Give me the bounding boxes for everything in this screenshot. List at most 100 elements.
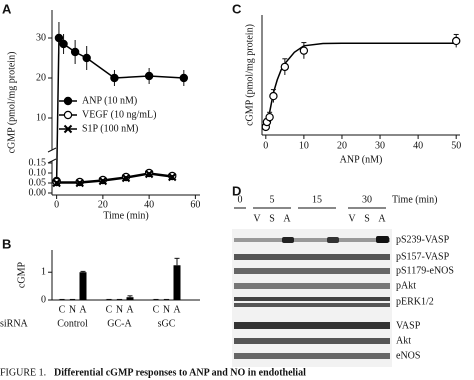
point xyxy=(280,62,290,72)
y-axis-label: cGMP xyxy=(16,262,27,289)
y-tick-label: 30 xyxy=(36,32,46,43)
x-tick-label: 60 xyxy=(190,199,200,210)
point xyxy=(63,110,73,120)
blot-band xyxy=(234,322,390,329)
x-tick-label: 40 xyxy=(413,140,423,151)
panel-letter: C xyxy=(232,1,242,16)
y-tick-label: 20 xyxy=(36,72,46,83)
x-tick-label: 30 xyxy=(375,140,385,151)
x-tick-label: A xyxy=(173,304,181,315)
point xyxy=(144,169,154,179)
caption-title: Differential cGMP responses to ANP and N… xyxy=(54,367,306,378)
point xyxy=(144,71,154,81)
point xyxy=(299,46,309,55)
marker-stroke xyxy=(52,178,61,188)
blot-band xyxy=(234,254,390,260)
point xyxy=(179,73,189,83)
y-tick-label: 0.15 xyxy=(29,157,47,168)
bar xyxy=(126,297,134,300)
blot-band xyxy=(234,303,390,307)
band-label: pS239-VASP xyxy=(396,234,450,245)
point xyxy=(265,112,274,122)
x-axis-label: ANP (nM) xyxy=(340,154,383,165)
legend-label: ANP (10 nM) xyxy=(82,95,137,106)
point xyxy=(168,172,177,182)
blot-band xyxy=(282,237,294,243)
y-tick-label: 1 xyxy=(41,267,46,278)
group-label: GC-A xyxy=(107,318,132,329)
x-tick-label: N xyxy=(163,304,170,315)
blot-band xyxy=(234,238,390,242)
x-tick-label: 0 xyxy=(263,140,268,151)
point xyxy=(121,173,131,183)
lane-label: V xyxy=(348,213,356,224)
group-title: siRNA xyxy=(0,318,29,329)
blot-band xyxy=(234,353,390,359)
group-label: Control xyxy=(57,318,88,329)
y-axis-label: cGMP (pmol/mg protein) xyxy=(244,24,255,126)
panel-letter: D xyxy=(232,183,241,198)
bar xyxy=(173,265,181,300)
x-tick-label: 20 xyxy=(98,199,108,210)
y-tick-label: 10 xyxy=(36,112,46,123)
time-label: 15 xyxy=(312,194,322,205)
fit-line xyxy=(265,42,457,129)
y-tick-label: 0.10 xyxy=(29,167,47,178)
x-axis-label: Time (min) xyxy=(103,210,148,221)
axis-break xyxy=(47,158,57,164)
lane-label: A xyxy=(283,213,291,224)
blot-band xyxy=(234,338,390,344)
x-tick-label: N xyxy=(69,304,76,315)
y-tick-label: 0 xyxy=(41,294,46,305)
x-tick-label: C xyxy=(153,304,160,315)
panel-letter: B xyxy=(2,236,11,251)
point xyxy=(52,178,61,188)
band-label: pS1179-eNOS xyxy=(396,265,454,276)
x-tick-label: 10 xyxy=(299,140,309,151)
marker-stroke xyxy=(168,172,177,182)
panel-letter: A xyxy=(2,1,12,16)
band-label: VASP xyxy=(396,320,421,331)
blot-band xyxy=(376,236,389,243)
band-label: Akt xyxy=(396,335,411,346)
marker-stroke xyxy=(75,178,84,188)
band-label: pS157-VASP xyxy=(396,251,450,262)
point xyxy=(451,36,461,46)
x-tick-label: 20 xyxy=(337,140,347,151)
time-label: 30 xyxy=(362,194,372,205)
x-tick-label: A xyxy=(126,304,134,315)
series-line xyxy=(56,173,173,184)
y-axis-label: cGMP (pmol/mg protein) xyxy=(6,52,17,154)
y-tick-label: 0.05 xyxy=(29,177,47,188)
lane-label: V xyxy=(253,213,261,224)
marker-stroke xyxy=(144,169,154,179)
lane-label: S xyxy=(269,213,275,224)
point xyxy=(75,178,84,188)
blot-band xyxy=(327,237,339,243)
x-tick-label: A xyxy=(79,304,87,315)
x-tick-label: N xyxy=(116,304,123,315)
x-tick-label: 0 xyxy=(54,199,59,210)
lane-label: S xyxy=(364,213,370,224)
point xyxy=(63,124,73,134)
point xyxy=(54,33,64,43)
blot-band xyxy=(234,283,390,289)
time-axis-label: Time (min) xyxy=(392,194,437,205)
marker-stroke xyxy=(98,176,108,186)
legend-label: VEGF (10 ng/mL) xyxy=(82,109,156,120)
point xyxy=(63,96,73,106)
band-label: eNOS xyxy=(396,350,420,361)
point xyxy=(82,53,91,63)
point xyxy=(98,176,108,186)
band-label: pERK1/2 xyxy=(396,296,434,307)
band-label: pAkt xyxy=(396,280,416,291)
group-label: sGC xyxy=(158,318,176,329)
blot-band xyxy=(234,268,390,274)
blot-image xyxy=(232,229,392,367)
marker-stroke xyxy=(121,173,131,183)
x-tick-label: C xyxy=(106,304,113,315)
bar xyxy=(79,272,87,300)
point xyxy=(70,47,80,57)
